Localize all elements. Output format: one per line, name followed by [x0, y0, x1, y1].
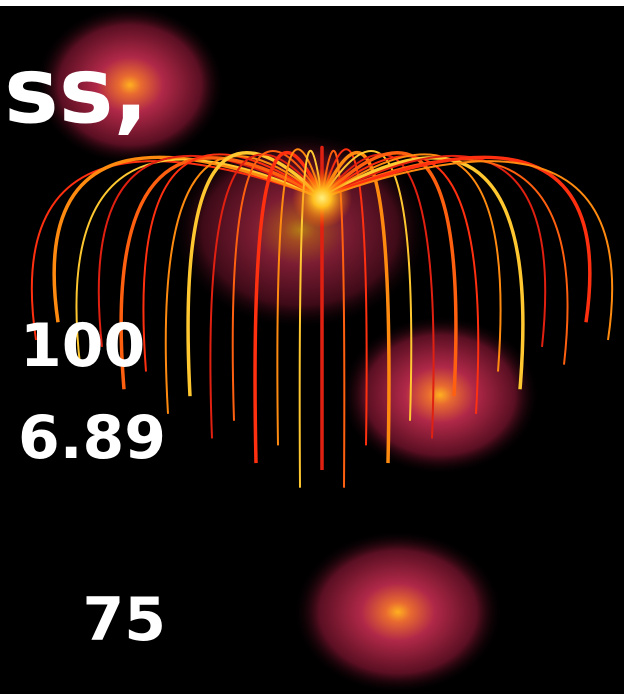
- firework-streak: [231, 150, 323, 421]
- glow: [293, 530, 503, 694]
- firework-streak: [320, 150, 391, 464]
- glow: [35, 5, 225, 165]
- text-line: 6.89: [18, 403, 166, 473]
- firework-streak: [164, 155, 323, 414]
- firework-streak: [186, 151, 324, 397]
- firework-streak: [321, 160, 614, 341]
- firework-streak: [209, 153, 323, 439]
- firework-streak: [253, 150, 324, 464]
- text-line: 100: [20, 311, 145, 381]
- firework: [30, 146, 614, 488]
- firework-streak: [321, 153, 502, 372]
- glow: [340, 315, 540, 475]
- firework-streak: [321, 155, 480, 414]
- firework-streak: [320, 151, 458, 397]
- firework-streak: [52, 155, 323, 323]
- heading-fragment: ss,: [4, 37, 148, 144]
- firework-core: [292, 168, 352, 228]
- text-line: 75: [83, 585, 167, 655]
- firework-streak: [30, 160, 323, 341]
- firework-streak: [119, 156, 323, 390]
- firework-streak: [321, 158, 569, 365]
- firework-streak: [321, 153, 435, 439]
- top-edge: [0, 0, 624, 6]
- firework-streak: [321, 156, 525, 390]
- firework-streak: [321, 154, 547, 348]
- firework-streak: [276, 148, 323, 446]
- firework-streak: [97, 154, 323, 348]
